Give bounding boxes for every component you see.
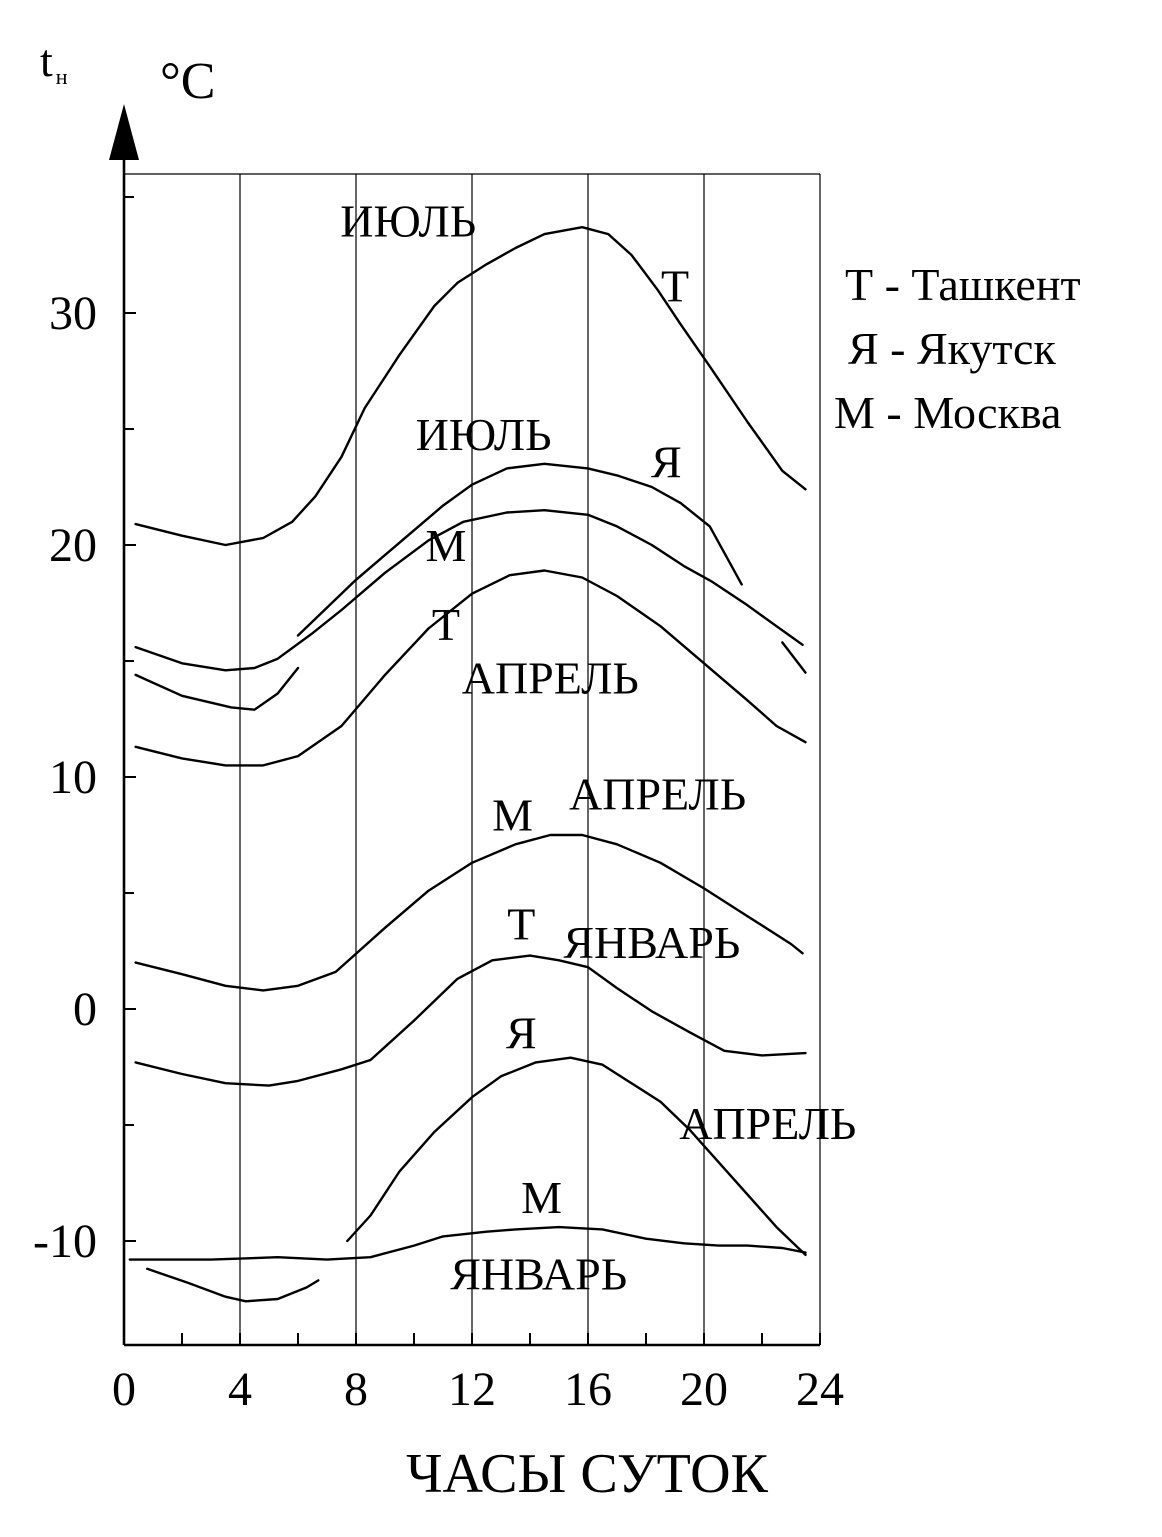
curve-label-8: М [492,789,533,840]
grid-lines [239,174,821,1345]
curve-label-2: ИЮЛЬ [416,409,552,460]
y-tick-label-30: 30 [49,287,97,340]
legend-item-yakutsk: Я - Якутск [848,323,1056,374]
curve-label-1: Т [661,260,689,311]
y-axis-unit: °C [160,53,215,110]
x-tick-label-16: 16 [564,1363,612,1416]
series-line-3 [134,666,300,711]
x-tick-label-12: 12 [448,1363,496,1416]
y-tick-label--10: -10 [33,1215,97,1268]
y-axis-label-subscript: н [56,64,68,89]
x-tick-label-20: 20 [680,1363,728,1416]
curve-label-5: Т [432,599,460,650]
curve-label-14: ЯНВАРЬ [450,1249,627,1300]
series-line-8 [346,1056,807,1257]
x-tick-label-8: 8 [344,1363,368,1416]
curve-label-4: М [425,520,466,571]
series-line-6 [134,833,804,992]
curve-label-12: АПРЕЛЬ [679,1098,856,1149]
curve-label-3: Я [651,437,682,488]
x-tick-label-4: 4 [228,1363,252,1416]
series-line-5 [134,569,807,767]
y-tick-label-10: 10 [49,751,97,804]
legend-item-tashkent: Т - Ташкент [845,259,1081,310]
x-tick-label-0: 0 [112,1363,136,1416]
curve-label-0: ИЮЛЬ [340,195,476,246]
series-line-0 [134,225,807,547]
legend-item-moscow: М - Москва [834,387,1061,438]
series-line-1 [296,462,743,637]
curve-label-7: АПРЕЛЬ [569,768,746,819]
series-line-2 [134,509,804,672]
y-tick-label-20: 20 [49,519,97,572]
data-curves [128,225,807,1303]
curve-label-13: М [521,1172,562,1223]
axes: -10 0 10 20 30 0 4 8 12 16 20 24 [33,104,844,1416]
legend: Т - Ташкент Я - Якутск М - Москва [834,259,1081,438]
curve-label-6: АПРЕЛЬ [462,652,639,703]
x-axis-title: ЧАСЫ СУТОК [406,1443,768,1505]
y-axis-arrow [109,104,139,160]
x-tick-label-24: 24 [796,1363,844,1416]
curve-label-11: Я [506,1007,537,1058]
curve-label-9: Т [507,898,535,949]
series-line-4 [781,641,807,674]
series-line-7 [134,954,807,1087]
series-line-9 [128,1225,807,1261]
y-axis-label-main: t [40,35,53,86]
y-tick-label-0: 0 [73,983,97,1036]
series-line-10 [145,1267,320,1303]
curve-label-10: ЯНВАРЬ [563,917,740,968]
